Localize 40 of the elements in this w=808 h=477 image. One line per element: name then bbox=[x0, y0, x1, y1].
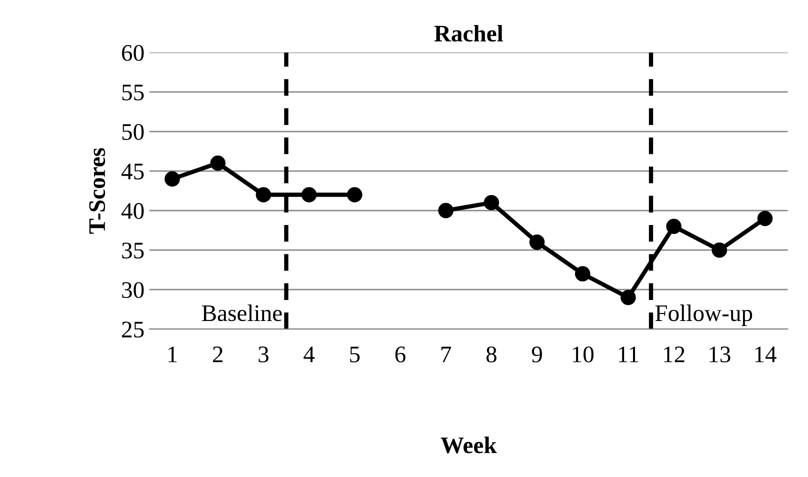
y-tick-label: 50 bbox=[122, 124, 144, 140]
ref-line-label: Follow-up bbox=[655, 304, 752, 326]
y-axis-title: T-Scores bbox=[89, 148, 106, 234]
x-tick-label: 11 bbox=[618, 346, 638, 362]
y-tick-label: 30 bbox=[122, 282, 144, 298]
y-tick-label: 55 bbox=[122, 84, 144, 100]
point bbox=[164, 171, 180, 187]
y-tick-label: 25 bbox=[122, 322, 144, 338]
y-tick-label: 45 bbox=[121, 164, 144, 180]
x-tick-label: 6 bbox=[395, 346, 406, 362]
x-tick-label: 10 bbox=[572, 346, 594, 362]
point bbox=[712, 242, 728, 258]
x-tick-label: 2 bbox=[213, 346, 222, 362]
x-tick-label: 5 bbox=[350, 346, 360, 362]
x-tick-label: 14 bbox=[755, 346, 776, 362]
point bbox=[347, 187, 362, 202]
point bbox=[438, 202, 454, 218]
point bbox=[256, 187, 272, 202]
point bbox=[529, 234, 545, 250]
y-tick-label: 40 bbox=[121, 203, 144, 219]
point bbox=[574, 266, 590, 282]
point bbox=[301, 187, 317, 202]
x-tick-label: 7 bbox=[441, 346, 452, 362]
x-tick-label: 1 bbox=[168, 346, 177, 362]
x-tick-label: 3 bbox=[258, 346, 268, 362]
x-tick-label: 12 bbox=[664, 346, 684, 362]
chart-title: Rachel bbox=[434, 24, 503, 42]
x-axis-title: Week bbox=[440, 436, 497, 454]
point bbox=[484, 195, 500, 210]
y-tick-label: 35 bbox=[122, 242, 144, 259]
point bbox=[666, 218, 682, 234]
x-tick-label: 9 bbox=[532, 346, 542, 362]
point bbox=[620, 290, 636, 306]
point bbox=[757, 210, 773, 226]
x-tick-label: 13 bbox=[710, 346, 730, 362]
x-tick-label: 4 bbox=[304, 346, 315, 362]
ref-line-label: Baseline bbox=[202, 304, 282, 322]
x-tick-label: 8 bbox=[486, 346, 496, 362]
point bbox=[210, 155, 226, 171]
y-tick-label: 60 bbox=[122, 44, 144, 61]
